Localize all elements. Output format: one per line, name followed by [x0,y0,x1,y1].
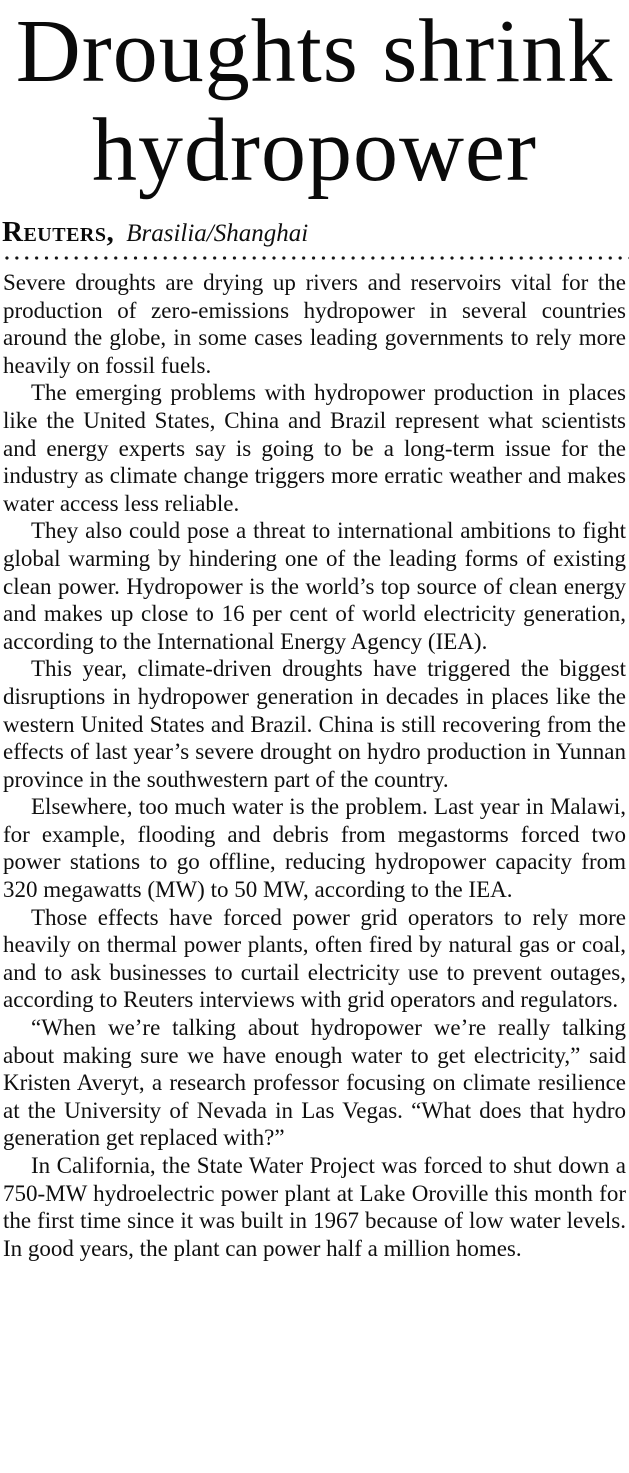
byline-location: Brasilia/Shanghai [126,220,309,247]
byline: Reuters, Brasilia/Shanghai [2,216,629,249]
article-paragraph: The emerging problems with hydropower pr… [3,380,626,516]
article-paragraph: In California, the State Water Project w… [3,1153,626,1261]
article-paragraph: Those effects have forced power grid ope… [3,904,626,1013]
article-paragraph: Elsewhere, too much water is the problem… [3,794,626,903]
byline-agency: Reuters, [2,216,115,248]
article-paragraph: Severe droughts are drying up rivers and… [3,270,626,378]
article-body: Severe droughts are drying up rivers and… [0,269,629,1262]
article-paragraph: They also could pose a threat to interna… [3,518,626,654]
dotted-separator [0,255,629,261]
article-headline: Droughts shrink hydropower [15,2,614,200]
article-paragraph: “When we’re talking about hydropower we’… [3,1015,626,1151]
article-paragraph: This year, climate-driven droughts have … [3,656,626,792]
